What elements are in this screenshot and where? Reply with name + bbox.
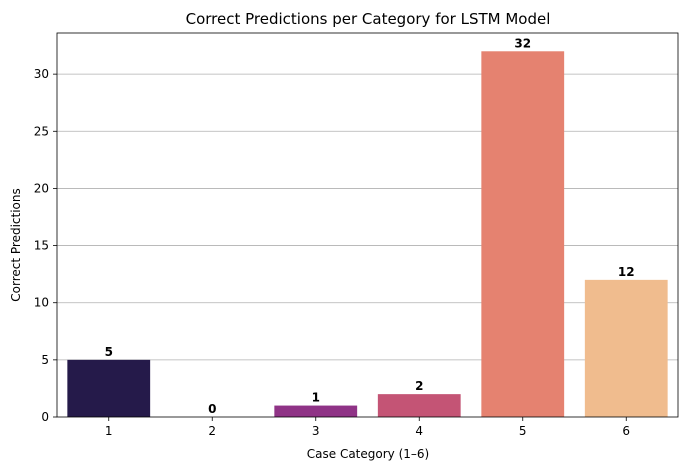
x-tick-label: 1 bbox=[105, 424, 113, 438]
y-axis-label: Correct Predictions bbox=[9, 188, 23, 301]
plot-frame bbox=[56, 32, 679, 418]
gridlines bbox=[57, 73, 678, 361]
x-tick-label: 4 bbox=[415, 424, 423, 438]
bar bbox=[274, 405, 358, 417]
bar-data-label: 2 bbox=[415, 379, 423, 393]
bar-data-label: 0 bbox=[208, 402, 216, 416]
bar-data-label: 5 bbox=[105, 345, 113, 359]
y-tick-label: 15 bbox=[34, 239, 49, 253]
bar-data-label: 1 bbox=[312, 391, 320, 405]
bar bbox=[584, 279, 668, 417]
bar bbox=[67, 359, 151, 417]
y-tick-label: 5 bbox=[41, 353, 49, 367]
y-tick-label: 20 bbox=[34, 181, 49, 195]
x-tick-label: 6 bbox=[622, 424, 630, 438]
bar-data-label: 12 bbox=[618, 265, 635, 279]
chart-title: Correct Predictions per Category for LST… bbox=[186, 10, 551, 28]
y-tick-label: 30 bbox=[34, 67, 49, 81]
bar-data-label: 32 bbox=[514, 36, 531, 50]
x-axis-label: Case Category (1–6) bbox=[307, 447, 429, 461]
x-tick-label: 5 bbox=[519, 424, 527, 438]
bar bbox=[481, 51, 565, 418]
x-tick-label: 2 bbox=[208, 424, 216, 438]
bar bbox=[377, 394, 461, 417]
y-tick-label: 25 bbox=[34, 124, 49, 138]
y-tick-label: 10 bbox=[34, 296, 49, 310]
x-tick-label: 3 bbox=[312, 424, 320, 438]
y-tick-label: 0 bbox=[41, 410, 49, 424]
